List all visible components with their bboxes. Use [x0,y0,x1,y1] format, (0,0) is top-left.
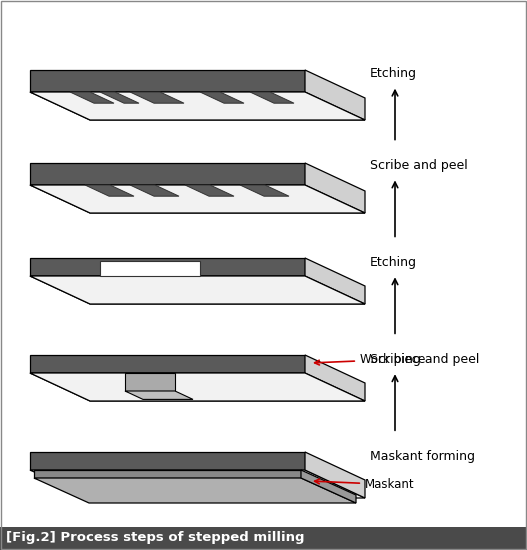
Text: Work piece: Work piece [315,353,425,366]
Polygon shape [100,92,139,103]
Polygon shape [125,391,193,399]
Polygon shape [200,92,244,103]
Polygon shape [30,276,365,304]
Polygon shape [305,258,365,304]
Polygon shape [30,70,305,92]
Polygon shape [30,163,305,185]
Polygon shape [305,163,365,213]
Polygon shape [305,452,365,498]
FancyBboxPatch shape [0,527,527,550]
Polygon shape [30,92,365,120]
Text: Maskant forming: Maskant forming [370,450,475,463]
Polygon shape [70,92,114,103]
Polygon shape [30,92,365,120]
Polygon shape [130,185,179,196]
Text: Etching: Etching [370,67,417,80]
Polygon shape [30,373,365,401]
FancyBboxPatch shape [100,261,200,276]
Polygon shape [30,258,305,276]
Polygon shape [185,185,234,196]
Text: Scribe and peel: Scribe and peel [370,159,468,172]
Polygon shape [30,276,365,304]
Polygon shape [305,355,365,401]
Polygon shape [301,470,356,503]
Text: Etching: Etching [370,256,417,269]
Polygon shape [30,185,365,213]
Text: Maskant: Maskant [315,478,415,491]
Polygon shape [30,470,365,498]
Polygon shape [250,92,294,103]
Text: Scribing and peel: Scribing and peel [370,353,480,366]
Text: [Fig.2] Process steps of stepped milling: [Fig.2] Process steps of stepped milling [6,531,305,544]
Polygon shape [125,373,175,391]
Polygon shape [34,478,356,503]
Polygon shape [240,185,289,196]
Polygon shape [30,185,365,213]
Polygon shape [30,355,305,373]
Polygon shape [34,470,301,478]
Polygon shape [85,185,134,196]
Polygon shape [30,452,305,470]
Polygon shape [30,373,365,401]
Polygon shape [130,92,184,103]
Polygon shape [305,70,365,120]
